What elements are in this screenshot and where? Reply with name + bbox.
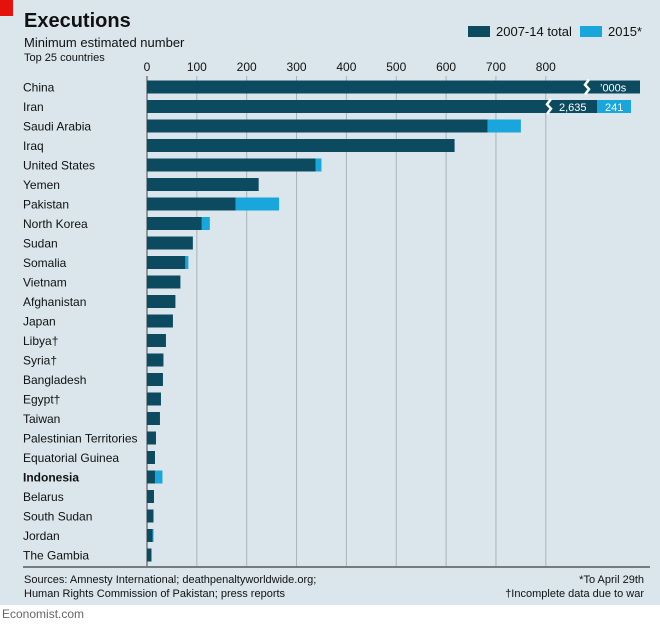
x-tick-label: 400 [336, 60, 356, 74]
legend-label-2015: 2015* [608, 24, 642, 39]
category-label: Equatorial Guinea [23, 451, 119, 465]
category-label: Palestinian Territories [23, 432, 138, 446]
bar-total [147, 431, 156, 445]
category-label: Pakistan [23, 198, 69, 212]
bar-total [147, 217, 202, 230]
footnote-line: *To April 29th [579, 574, 644, 586]
category-label: Taiwan [23, 412, 60, 426]
category-label: The Gambia [23, 549, 89, 563]
bar-total [147, 529, 153, 542]
category-label: Egypt† [23, 393, 60, 407]
category-label: North Korea [23, 217, 88, 231]
legend-label-total: 2007-14 total [496, 24, 572, 39]
scale-break [545, 98, 553, 115]
bar-total [147, 119, 488, 133]
scale-break [583, 78, 591, 96]
chart-note: Top 25 countries [24, 52, 105, 64]
category-label: Yemen [23, 178, 60, 192]
bar-total [147, 451, 155, 464]
x-tick-label: 0 [144, 60, 151, 74]
source-line: Sources: Amnesty International; deathpen… [24, 574, 317, 586]
bar-total [147, 256, 186, 269]
category-label: Indonesia [23, 471, 79, 485]
bar-iran-2015 [597, 100, 631, 113]
bar-2015 [152, 529, 154, 542]
bar-total [147, 275, 181, 289]
footnotes: *To April 29th †Incomplete data due to w… [505, 573, 644, 601]
category-label: Afghanistan [23, 295, 86, 309]
bar-total [147, 178, 259, 191]
legend-item-total: 2007-14 total [468, 24, 572, 39]
x-tick-label: 200 [237, 60, 257, 74]
category-label: Bangladesh [23, 373, 86, 387]
bar-2015 [487, 119, 521, 133]
bar-2015 [201, 217, 210, 230]
bar-2015 [154, 470, 163, 484]
bar-china [147, 80, 640, 94]
bar-total [147, 334, 166, 347]
bar-total [147, 490, 154, 503]
bar-total [147, 373, 163, 386]
chart-subtitle: Minimum estimated number [24, 35, 185, 50]
source-line: Human Rights Commission of Pakistan; pre… [24, 588, 286, 600]
bar-2015 [235, 197, 280, 211]
bar-total [147, 509, 154, 523]
chart-title: Executions [24, 10, 131, 32]
source-note: Sources: Amnesty International; deathpen… [24, 573, 316, 601]
legend-swatch-total [468, 26, 490, 37]
bar-chart: 0 100 200 300 400 500 600 700 800 China ’000s Iran 2… [23, 60, 650, 568]
bar-total [147, 197, 236, 211]
brand-red-tab [0, 0, 13, 16]
category-label: Sudan [23, 237, 58, 251]
x-tick-label: 600 [436, 60, 456, 74]
category-label: Iraq [23, 139, 44, 153]
category-label: Jordan [23, 529, 60, 543]
x-tick-label: 300 [287, 60, 307, 74]
footnote-line: †Incomplete data due to war [505, 588, 644, 600]
bar-2015 [185, 256, 189, 269]
bar-2015 [315, 158, 322, 172]
annotation-label: ’000s [600, 83, 627, 95]
bar-total [147, 548, 152, 562]
bar-total [147, 353, 164, 367]
bar-total [147, 470, 155, 484]
legend-item-2015: 2015* [580, 24, 642, 39]
legend-swatch-2015 [580, 26, 602, 37]
x-tick-label: 800 [536, 60, 556, 74]
x-tick-label: 500 [386, 60, 406, 74]
bar-total [147, 314, 173, 328]
category-label: Saudi Arabia [23, 120, 91, 134]
category-label: United States [23, 159, 95, 173]
bar-total [147, 236, 193, 250]
category-label: Japan [23, 315, 56, 329]
bar-total [147, 392, 161, 406]
category-label: Vietnam [23, 276, 67, 290]
bar-total [147, 139, 455, 152]
annotation-value-total: 2,635 [559, 102, 587, 114]
category-label: Syria† [23, 354, 57, 368]
category-label: Libya† [23, 334, 58, 348]
bar-total [147, 412, 160, 425]
category-label: China [23, 81, 55, 95]
annotation-value-2015: 241 [605, 102, 623, 114]
bar-iran-total [147, 100, 597, 113]
bar-total [147, 158, 316, 172]
category-label: Belarus [23, 490, 64, 504]
bar-total [147, 295, 176, 308]
category-label: Iran [23, 100, 44, 114]
x-tick-label: 100 [187, 60, 207, 74]
x-tick-label: 700 [486, 60, 506, 74]
category-label: Somalia [23, 256, 67, 270]
category-label: South Sudan [23, 510, 92, 524]
brand-logo: Economist.com [2, 607, 85, 621]
